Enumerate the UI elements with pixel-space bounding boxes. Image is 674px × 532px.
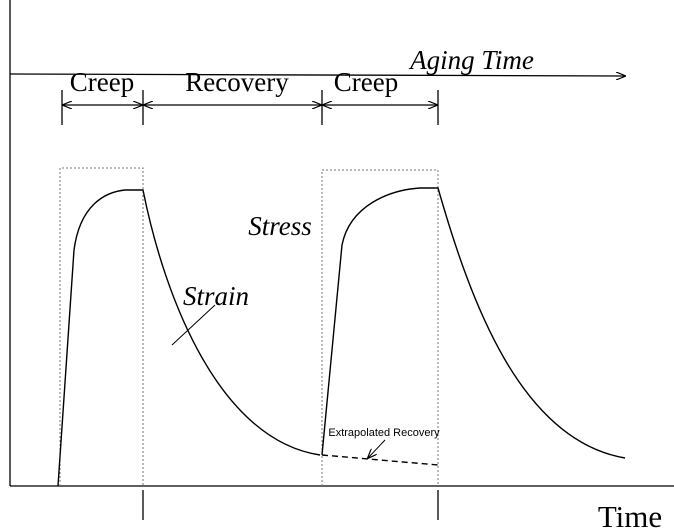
strain-path xyxy=(57,189,321,487)
label: Extrapolated Recovery xyxy=(328,427,440,439)
strain-path xyxy=(321,187,626,459)
label: Recovery xyxy=(185,67,289,97)
label: Creep xyxy=(70,67,134,97)
strain-curve xyxy=(57,187,626,487)
label: Aging Time xyxy=(408,45,534,75)
axes xyxy=(9,0,674,520)
leader xyxy=(171,304,216,346)
stress-pulses xyxy=(59,167,439,486)
label: Strain xyxy=(183,281,249,311)
label: Creep xyxy=(334,67,398,97)
label: Time xyxy=(598,499,662,532)
extrapolated-line xyxy=(321,454,439,466)
stress-pulse xyxy=(59,167,144,486)
stress-pulse xyxy=(321,169,439,486)
label: Stress xyxy=(248,211,312,241)
aging-time-arrow xyxy=(9,74,625,76)
leader xyxy=(368,439,386,458)
